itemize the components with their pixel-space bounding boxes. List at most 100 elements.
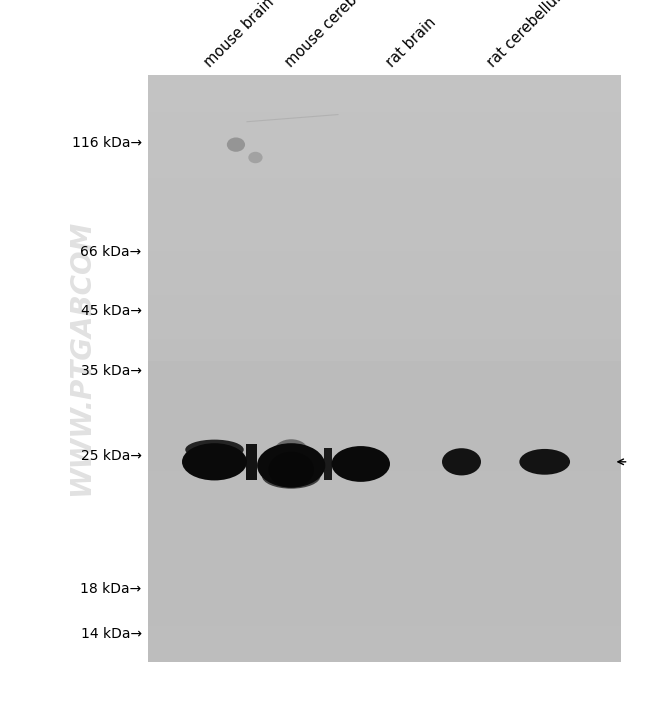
Bar	[148, 185, 621, 193]
Bar	[148, 655, 621, 662]
Text: 66 kDa→: 66 kDa→	[81, 245, 142, 259]
Ellipse shape	[268, 452, 314, 488]
Ellipse shape	[519, 449, 570, 475]
Bar	[148, 82, 621, 90]
Ellipse shape	[257, 443, 325, 488]
Bar	[148, 471, 621, 479]
Bar	[148, 134, 621, 141]
Bar	[148, 178, 621, 185]
Bar	[148, 149, 621, 156]
Bar	[148, 581, 621, 589]
Bar	[148, 567, 621, 574]
Bar	[148, 325, 621, 332]
Text: 116 kDa→: 116 kDa→	[72, 136, 142, 150]
Text: 14 kDa→: 14 kDa→	[81, 626, 142, 641]
Bar	[148, 193, 621, 200]
Bar	[148, 236, 621, 244]
Bar	[148, 560, 621, 567]
Bar	[148, 105, 621, 112]
Bar	[148, 200, 621, 208]
Bar	[148, 486, 621, 493]
Ellipse shape	[185, 440, 244, 460]
Bar	[148, 266, 621, 274]
Bar	[148, 141, 621, 149]
Ellipse shape	[274, 439, 308, 463]
Text: 45 kDa→: 45 kDa→	[81, 304, 142, 319]
Bar	[148, 170, 621, 178]
Bar	[148, 376, 621, 384]
Bar	[148, 112, 621, 119]
Bar	[148, 611, 621, 618]
Ellipse shape	[442, 448, 481, 475]
Bar	[148, 310, 621, 317]
Bar	[148, 633, 621, 640]
Bar	[148, 295, 621, 303]
Bar	[148, 317, 621, 325]
Bar	[148, 412, 621, 420]
Bar	[148, 383, 621, 391]
Bar	[148, 163, 621, 170]
Bar	[148, 347, 621, 354]
Bar	[148, 493, 621, 501]
Ellipse shape	[182, 443, 247, 480]
Bar	[148, 530, 621, 538]
Bar	[246, 444, 257, 480]
Bar	[148, 450, 621, 457]
Bar	[148, 398, 621, 405]
Bar	[148, 391, 621, 398]
Bar	[148, 457, 621, 464]
Bar	[148, 420, 621, 427]
Bar	[148, 647, 621, 655]
Ellipse shape	[332, 446, 390, 482]
Bar	[148, 538, 621, 545]
Bar	[148, 215, 621, 222]
Bar	[148, 339, 621, 347]
Bar	[148, 442, 621, 450]
Bar	[148, 303, 621, 310]
Text: 35 kDa→: 35 kDa→	[81, 364, 142, 378]
Bar	[148, 369, 621, 376]
Bar	[148, 626, 621, 633]
Bar	[148, 640, 621, 647]
Bar	[148, 435, 621, 442]
Bar	[148, 405, 621, 412]
Bar	[148, 574, 621, 581]
Ellipse shape	[227, 137, 245, 152]
Bar	[148, 120, 621, 127]
Bar	[148, 97, 621, 105]
Bar	[148, 464, 621, 471]
Bar	[148, 208, 621, 215]
Text: rat cerebellum: rat cerebellum	[484, 0, 571, 70]
Text: 18 kDa→: 18 kDa→	[81, 581, 142, 596]
Ellipse shape	[262, 464, 320, 488]
Text: mouse cerebellum: mouse cerebellum	[283, 0, 389, 70]
Bar	[148, 244, 621, 251]
Bar	[148, 288, 621, 295]
Bar	[148, 516, 621, 523]
Bar	[148, 604, 621, 611]
Bar	[148, 229, 621, 236]
Bar	[148, 222, 621, 229]
Text: WWW.PTGABCOM: WWW.PTGABCOM	[67, 220, 96, 496]
Bar	[148, 427, 621, 435]
Bar	[148, 618, 621, 626]
Bar	[148, 552, 621, 560]
Bar	[148, 332, 621, 339]
Bar	[148, 362, 621, 369]
Bar	[148, 251, 621, 258]
Bar	[148, 589, 621, 596]
Bar	[148, 75, 621, 82]
Ellipse shape	[248, 152, 263, 163]
Bar	[148, 274, 621, 281]
Bar	[148, 523, 621, 530]
Bar	[148, 596, 621, 604]
Bar	[148, 281, 621, 288]
Bar	[148, 127, 621, 134]
Bar	[148, 508, 621, 516]
Text: rat brain: rat brain	[384, 15, 439, 70]
Bar	[324, 448, 332, 480]
Bar	[148, 90, 621, 97]
Bar	[148, 258, 621, 266]
Bar	[148, 479, 621, 486]
Bar	[148, 156, 621, 163]
